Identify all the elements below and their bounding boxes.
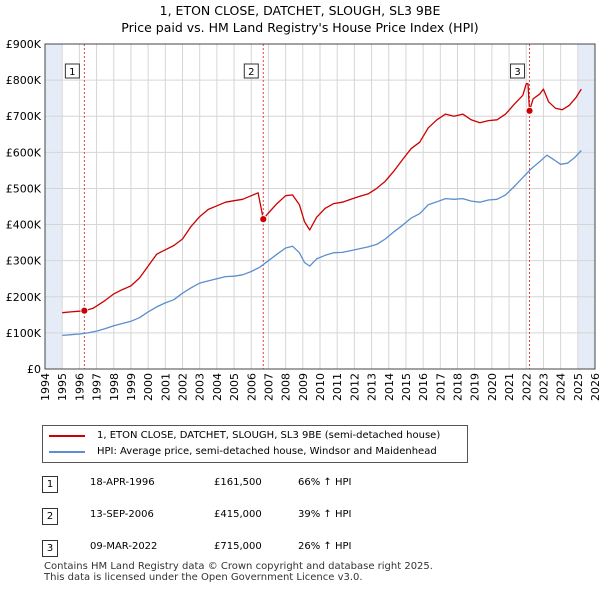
sale-hpi-change: 66% ↑ HPI <box>298 477 352 488</box>
x-tick-label: 2026 <box>589 373 600 401</box>
chart-title-line2: Price paid vs. HM Land Registry's House … <box>121 20 479 35</box>
y-tick-label: £600K <box>6 146 42 159</box>
sale-label-text: 1 <box>69 67 75 78</box>
legend-swatch-property <box>49 435 85 437</box>
x-tick-label: 2008 <box>280 373 293 401</box>
x-tick-label: 2014 <box>383 373 396 401</box>
y-tick-label: £700K <box>6 110 42 123</box>
x-tick-label: 2007 <box>262 373 275 401</box>
y-tick-label: £0 <box>27 363 41 376</box>
x-tick-label: 2009 <box>297 373 310 401</box>
sale-hpi-change: 39% ↑ HPI <box>298 509 352 520</box>
sale-point <box>259 215 268 224</box>
chart-title: 1, ETON CLOSE, DATCHET, SLOUGH, SL3 9BE … <box>0 2 600 36</box>
x-tick-label: 2023 <box>537 373 550 401</box>
shaded-range <box>577 44 595 369</box>
y-tick-label: £300K <box>6 255 42 268</box>
sale-date: 09-MAR-2022 <box>90 541 158 552</box>
x-tick-label: 2025 <box>572 373 585 401</box>
plot-frame <box>44 43 596 370</box>
footer: Contains HM Land Registry data © Crown c… <box>44 561 433 583</box>
sale-date: 13-SEP-2006 <box>90 509 154 520</box>
legend-label-hpi: HPI: Average price, semi-detached house,… <box>97 446 437 457</box>
x-tick-label: 2011 <box>331 373 344 401</box>
x-tick-label: 1996 <box>73 373 86 401</box>
x-tick-label: 1999 <box>125 373 138 401</box>
sale-label-box <box>64 63 80 79</box>
x-tick-label: 2001 <box>159 373 172 401</box>
x-tick-label: 2017 <box>434 373 447 401</box>
sale-date: 18-APR-1996 <box>90 477 155 488</box>
x-tick-label: 2019 <box>469 373 482 401</box>
footer-licence: This data is licensed under the Open Gov… <box>44 572 363 583</box>
shaded-range <box>45 44 63 369</box>
y-tick-label: £100K <box>6 327 42 340</box>
sale-label-text: 3 <box>514 67 520 78</box>
y-tick-label: £900K <box>6 38 42 51</box>
x-tick-label: 2020 <box>486 373 499 401</box>
x-tick-label: 1998 <box>108 373 121 401</box>
x-tick-label: 2016 <box>417 373 430 401</box>
x-tick-label: 1994 <box>39 373 52 401</box>
sale-number: 3 <box>42 540 58 557</box>
y-tick-label: £400K <box>6 219 42 232</box>
x-tick-label: 2003 <box>194 373 207 401</box>
price-chart: 1 2 3 £0 £100K £200K £300K £400K £500K £600K £700K… <box>6 38 600 401</box>
x-tick-label: 2000 <box>142 373 155 401</box>
y-tick-label: £800K <box>6 74 42 87</box>
y-tick-label: £200K <box>6 291 42 304</box>
sale-label: 3 <box>510 63 526 79</box>
sale-price: £161,500 <box>214 477 262 488</box>
sale-label-text: 2 <box>248 67 254 78</box>
sale-hpi-change: 26% ↑ HPI <box>298 541 352 552</box>
x-tick-label: 2015 <box>400 373 413 401</box>
x-tick-label: 1995 <box>56 373 69 401</box>
x-tick-label: 1997 <box>91 373 104 401</box>
x-tick-label: 2024 <box>555 373 568 401</box>
x-tick-label: 2006 <box>245 373 258 401</box>
x-tick-label: 2013 <box>366 373 379 401</box>
sale-number: 2 <box>42 508 58 525</box>
x-tick-label: 2010 <box>314 373 327 401</box>
footer-copyright: Contains HM Land Registry data © Crown c… <box>44 561 433 572</box>
x-tick-label: 2002 <box>177 373 190 401</box>
y-tick-label: £500K <box>6 182 42 195</box>
legend-label-property: 1, ETON CLOSE, DATCHET, SLOUGH, SL3 9BE … <box>97 430 441 441</box>
sale-point <box>525 106 534 115</box>
sale-price: £715,000 <box>214 541 262 552</box>
legend-swatch-hpi <box>49 451 85 453</box>
sale-point <box>80 306 89 315</box>
sale-number: 1 <box>42 476 58 493</box>
sale-price: £415,000 <box>214 509 262 520</box>
chart-title-line1: 1, ETON CLOSE, DATCHET, SLOUGH, SL3 9BE <box>159 3 441 18</box>
x-tick-label: 2022 <box>520 373 533 401</box>
x-tick-label: 2021 <box>503 373 516 401</box>
x-tick-label: 2012 <box>348 373 361 401</box>
x-tick-label: 2018 <box>452 373 465 401</box>
series-line <box>62 83 582 314</box>
sale-label: 2 <box>243 63 259 79</box>
sale-label: 1 <box>64 63 80 79</box>
legend: 1, ETON CLOSE, DATCHET, SLOUGH, SL3 9BE … <box>42 425 468 463</box>
x-tick-label: 2004 <box>211 373 224 401</box>
x-tick-label: 2005 <box>228 373 241 401</box>
sale-label-box <box>243 63 259 79</box>
series-line <box>62 150 582 337</box>
sale-label-box <box>510 63 526 79</box>
